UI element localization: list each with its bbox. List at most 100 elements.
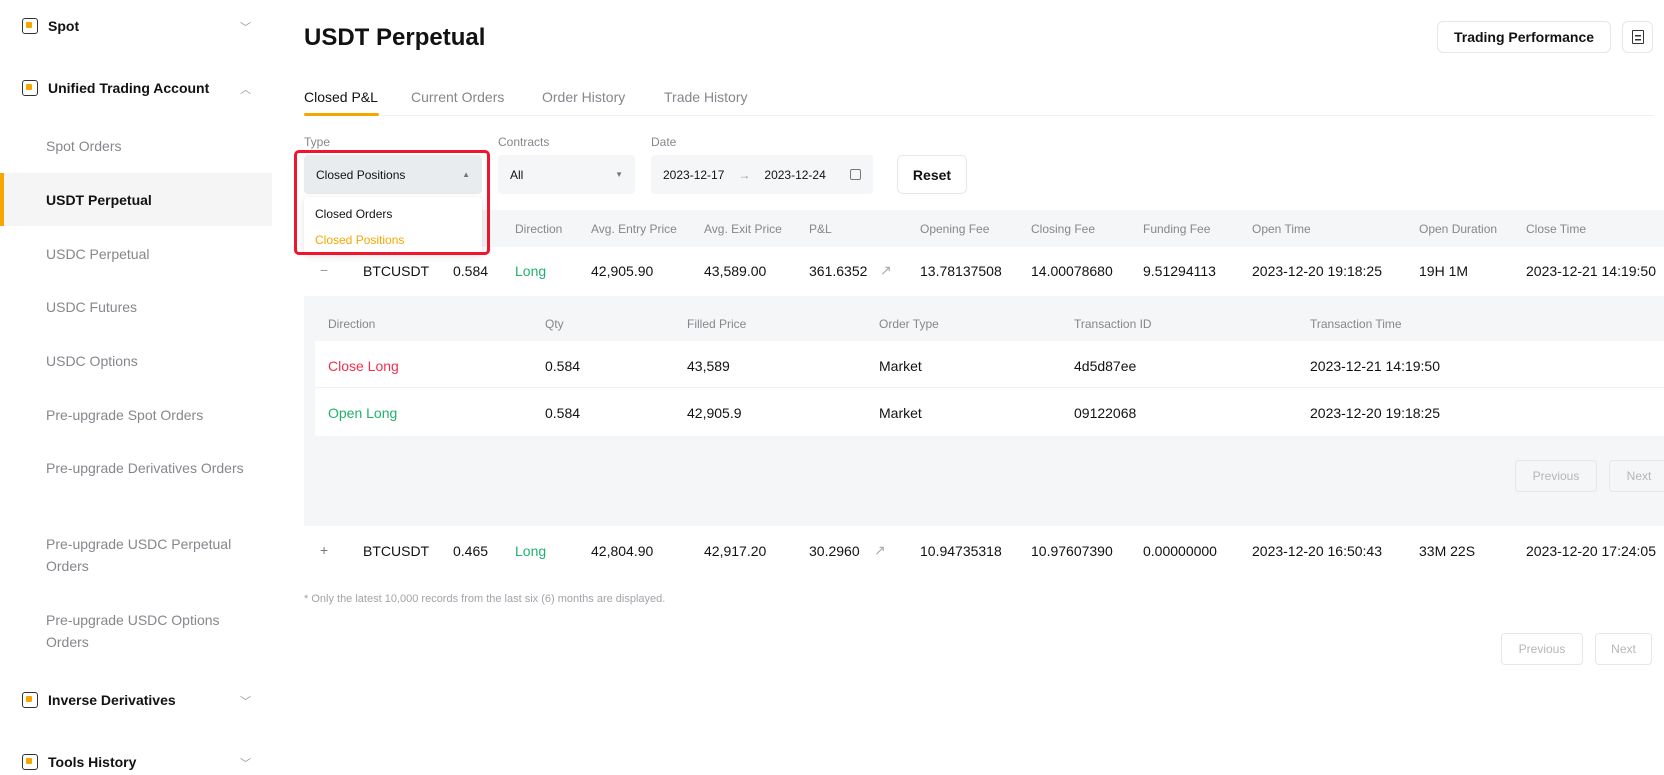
- detail-transaction-id: 09122068: [1074, 405, 1137, 421]
- detail-direction: Close Long: [328, 358, 399, 374]
- page-title: USDT Perpetual: [304, 24, 486, 51]
- chevron-up-icon[interactable]: ︿: [240, 84, 251, 96]
- tab-current-orders[interactable]: Current Orders: [411, 89, 505, 105]
- open-time: 2023-12-20 19:18:25: [1252, 263, 1382, 279]
- open-duration: 33M 22S: [1419, 543, 1476, 559]
- detail-direction: Open Long: [328, 405, 398, 421]
- chevron-down-icon[interactable]: ﹀: [240, 758, 251, 770]
- option-closed-positions[interactable]: Closed Positions: [315, 233, 405, 247]
- tab-closed-pnl[interactable]: Closed P&L: [304, 89, 378, 105]
- date-to[interactable]: 2023-12-24: [764, 167, 826, 182]
- expand-icon[interactable]: +: [320, 542, 329, 558]
- share-icon[interactable]: ↗: [880, 262, 892, 278]
- exit-price: 42,917.20: [704, 543, 767, 559]
- highlight-box: [294, 150, 490, 255]
- expanded-detail: [304, 296, 1664, 526]
- funding-fee: 9.51294113: [1143, 263, 1216, 279]
- next-button[interactable]: Next: [1595, 633, 1652, 665]
- footnote: * Only the latest 10,000 records from th…: [304, 593, 666, 605]
- sidebar-section-tools-history[interactable]: Tools History: [22, 754, 136, 770]
- direction: Long: [515, 543, 547, 559]
- open-duration: 19H 1M: [1419, 263, 1469, 279]
- column-header: P&L: [809, 222, 832, 236]
- entry-price: 42,905.90: [591, 263, 654, 279]
- chevron-down-icon[interactable]: ﹀: [240, 22, 251, 34]
- detail-header: Transaction Time: [1310, 317, 1402, 331]
- detail-qty: 0.584: [545, 405, 581, 421]
- trading-performance-button[interactable]: Trading Performance: [1437, 21, 1611, 53]
- date-range-picker[interactable]: 2023-12-17 → 2023-12-24: [651, 155, 873, 194]
- sidebar-item-pre-upgrade-derivatives[interactable]: Pre-upgrade Derivatives Orders: [46, 460, 244, 476]
- sidebar-item-pre-upgrade-spot[interactable]: Pre-upgrade Spot Orders: [46, 407, 204, 423]
- opening-fee: 10.94735318: [920, 543, 1002, 559]
- tab-order-history[interactable]: Order History: [542, 89, 626, 105]
- symbol: BTCUSDT: [363, 263, 430, 279]
- sidebar-item-spot-orders[interactable]: Spot Orders: [46, 138, 122, 154]
- detail-transaction-time: 2023-12-21 14:19:50: [1310, 358, 1440, 374]
- column-header: Opening Fee: [920, 222, 990, 236]
- column-header: Avg. Exit Price: [704, 222, 782, 236]
- type-select[interactable]: Closed Positions ▲: [304, 155, 482, 194]
- table-header: [304, 210, 1664, 247]
- sidebar-item-usdt-perpetual[interactable]: USDT Perpetual: [46, 192, 152, 208]
- exit-price: 43,589.00: [704, 263, 767, 279]
- opening-fee: 13.78137508: [920, 263, 1002, 279]
- column-header: Close Time: [1526, 222, 1587, 236]
- receipt-icon: [1631, 30, 1644, 44]
- detail-previous-button[interactable]: Previous: [1515, 460, 1597, 492]
- closing-fee: 10.97607390: [1031, 543, 1113, 559]
- date-label: Date: [651, 135, 677, 149]
- detail-header: Filled Price: [687, 317, 747, 331]
- tabs-divider: [304, 115, 1654, 116]
- spot-icon: [22, 18, 38, 34]
- tab-trade-history[interactable]: Trade History: [664, 89, 748, 105]
- detail-header: Transaction ID: [1074, 317, 1152, 331]
- detail-price: 43,589: [687, 358, 730, 374]
- detail-next-button[interactable]: Next: [1609, 460, 1664, 492]
- detail-order-type: Market: [879, 358, 922, 374]
- direction: Long: [515, 263, 547, 279]
- active-tab-underline: [304, 113, 379, 116]
- sidebar-item-usdc-perpetual[interactable]: USDC Perpetual: [46, 246, 150, 262]
- funding-fee: 0.00000000: [1143, 543, 1217, 559]
- column-header: Open Duration: [1419, 222, 1498, 236]
- type-dropdown-menu: Closed Orders Closed Positions: [304, 197, 482, 254]
- sidebar-section-unified-trading-account[interactable]: Unified Trading Account: [22, 80, 209, 96]
- reset-button[interactable]: Reset: [897, 155, 967, 194]
- active-indicator: [0, 173, 272, 226]
- caret-down-icon: ▼: [615, 170, 623, 179]
- contracts-select[interactable]: All ▼: [498, 155, 635, 194]
- sidebar-item-usdc-futures[interactable]: USDC Futures: [46, 299, 138, 315]
- collapse-icon[interactable]: −: [320, 262, 329, 278]
- open-time: 2023-12-20 16:50:43: [1252, 543, 1382, 559]
- wallet-icon: [22, 80, 38, 96]
- symbol: BTCUSDT: [363, 543, 430, 559]
- sidebar-section-inverse-derivatives[interactable]: Inverse Derivatives: [22, 692, 176, 708]
- close-time: 2023-12-20 17:24:05: [1526, 543, 1656, 559]
- detail-row: [315, 388, 1664, 436]
- sidebar-item-pre-upgrade-usdc-options[interactable]: Pre-upgrade USDC Options Orders: [46, 612, 220, 650]
- date-from[interactable]: 2023-12-17: [663, 167, 725, 182]
- type-label: Type: [304, 135, 331, 149]
- sidebar-item-pre-upgrade-usdc-perpetual[interactable]: Pre-upgrade USDC Perpetual Orders: [46, 536, 232, 574]
- sidebar-section-spot[interactable]: Spot: [22, 18, 79, 34]
- share-icon[interactable]: ↗: [874, 542, 886, 558]
- detail-order-type: Market: [879, 405, 922, 421]
- detail-price: 42,905.9: [687, 405, 742, 421]
- sidebar-item-usdc-options[interactable]: USDC Options: [46, 353, 138, 369]
- detail-row: [315, 341, 1664, 388]
- column-header: Direction: [515, 222, 563, 236]
- detail-transaction-time: 2023-12-20 19:18:25: [1310, 405, 1440, 421]
- sidebar: Spot ﹀ Unified Trading Account ︿ Spot Or…: [0, 0, 272, 775]
- detail-header: Qty: [545, 317, 564, 331]
- detail-transaction-id: 4d5d87ee: [1074, 358, 1137, 374]
- close-time: 2023-12-21 14:19:50: [1526, 263, 1656, 279]
- contracts-label: Contracts: [498, 135, 550, 149]
- option-closed-orders[interactable]: Closed Orders: [315, 207, 393, 221]
- chevron-down-icon[interactable]: ﹀: [240, 696, 251, 708]
- previous-button[interactable]: Previous: [1501, 633, 1583, 665]
- detail-header: Direction: [328, 317, 376, 331]
- receipt-button[interactable]: [1622, 21, 1653, 53]
- tools-icon: [22, 754, 38, 770]
- caret-up-icon: ▲: [462, 170, 470, 179]
